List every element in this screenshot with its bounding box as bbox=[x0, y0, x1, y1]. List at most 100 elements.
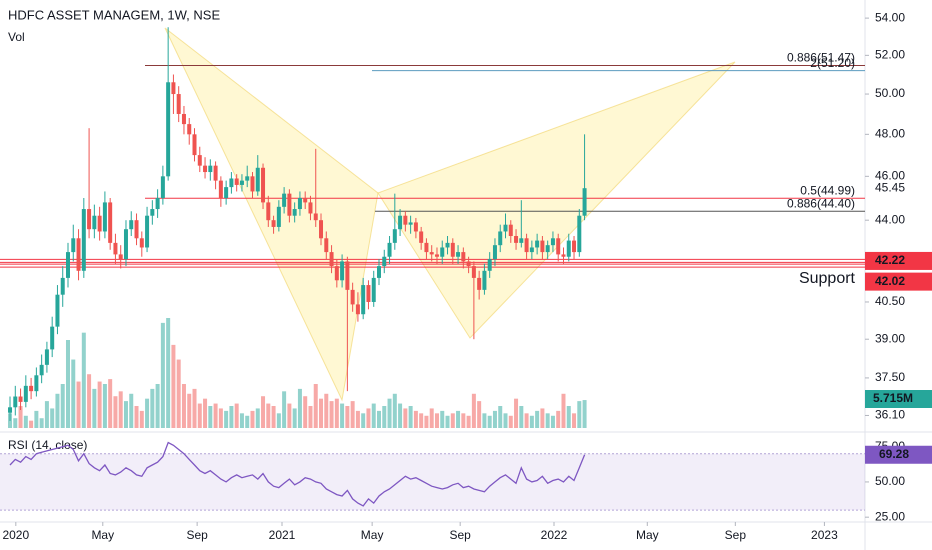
candle-body bbox=[550, 238, 555, 246]
volume-bar bbox=[334, 398, 339, 428]
candle-body bbox=[224, 187, 229, 199]
volume-bar bbox=[118, 391, 123, 428]
candle-body bbox=[181, 113, 186, 125]
candle-body bbox=[355, 304, 360, 315]
candle-body bbox=[229, 178, 234, 188]
candle-body bbox=[13, 396, 18, 408]
volume-bar bbox=[376, 410, 381, 428]
candle-body bbox=[150, 209, 155, 216]
volume-bar bbox=[366, 408, 371, 428]
volume-bar bbox=[123, 401, 128, 428]
price-box-label: 42.02 bbox=[875, 274, 905, 288]
candle-body bbox=[29, 385, 34, 392]
candle-body bbox=[203, 165, 208, 173]
volume-bar bbox=[471, 393, 476, 428]
volume-bar bbox=[213, 403, 218, 428]
candle-body bbox=[529, 247, 534, 253]
candle-body bbox=[482, 270, 487, 290]
y-tick-label: 50.00 bbox=[875, 86, 905, 100]
candle-body bbox=[498, 231, 503, 246]
candle-body bbox=[292, 209, 297, 216]
candle-body bbox=[445, 242, 450, 248]
x-tick-label: Sep bbox=[449, 528, 471, 542]
candle-body bbox=[155, 198, 160, 210]
x-tick-label: Sep bbox=[186, 528, 208, 542]
volume-bar bbox=[129, 393, 134, 428]
candle-body bbox=[266, 202, 271, 221]
candle-body bbox=[535, 240, 540, 248]
candle-body bbox=[139, 238, 144, 248]
volume-bar bbox=[514, 398, 519, 428]
rsi-band bbox=[0, 453, 865, 511]
y-tick-label: 37.50 bbox=[875, 370, 905, 384]
volume-bar bbox=[160, 322, 165, 428]
candle-body bbox=[582, 188, 587, 216]
candle-body bbox=[419, 231, 424, 243]
volume-bar bbox=[577, 401, 582, 428]
volume-bar bbox=[271, 406, 276, 428]
candle-body bbox=[440, 247, 445, 257]
volume-title: Vol bbox=[8, 30, 25, 44]
candle-body bbox=[303, 198, 308, 203]
volume-bar bbox=[424, 415, 429, 428]
volume-bar bbox=[556, 410, 561, 428]
candle-body bbox=[187, 124, 192, 135]
volume-bar bbox=[166, 318, 171, 428]
volume-bar bbox=[134, 406, 139, 428]
volume-bar bbox=[482, 413, 487, 428]
volume-bar bbox=[387, 398, 392, 428]
volume-bar bbox=[197, 403, 202, 428]
candle-body bbox=[197, 155, 202, 166]
candle-body bbox=[250, 176, 255, 192]
volume-bar bbox=[477, 401, 482, 428]
volume-bar bbox=[266, 403, 271, 428]
volume-bar bbox=[255, 408, 260, 428]
volume-bar bbox=[492, 410, 497, 428]
volume-bar bbox=[308, 406, 313, 428]
candle-body bbox=[492, 245, 497, 260]
candle-body bbox=[392, 229, 397, 243]
candle-body bbox=[192, 134, 197, 156]
y-tick-label: 54.00 bbox=[875, 10, 905, 24]
support-label: Support bbox=[799, 270, 856, 287]
candle-body bbox=[577, 215, 582, 253]
volume-bar bbox=[413, 410, 418, 428]
volume-bar bbox=[13, 418, 18, 428]
volume-bar bbox=[582, 400, 587, 428]
volume-bar bbox=[239, 413, 244, 428]
volume-bar bbox=[434, 413, 439, 428]
volume-bar bbox=[355, 410, 360, 428]
candle-body bbox=[34, 375, 39, 392]
y-tick-label: 39.00 bbox=[875, 331, 905, 345]
volume-bar bbox=[87, 374, 92, 428]
y-tick-label: 36.10 bbox=[875, 408, 905, 422]
x-tick-label: 2022 bbox=[541, 528, 568, 542]
volume-bar bbox=[572, 413, 577, 428]
pattern-bcd bbox=[377, 61, 736, 339]
volume-box bbox=[865, 390, 932, 408]
x-tick-label: May bbox=[636, 528, 659, 542]
candle-body bbox=[234, 178, 239, 185]
volume-bar bbox=[113, 396, 118, 428]
candle-body bbox=[508, 224, 513, 237]
level-label: 0.5(44.99) bbox=[800, 183, 855, 197]
candle-body bbox=[118, 254, 123, 260]
volume-bar bbox=[92, 388, 97, 428]
candle-body bbox=[434, 254, 439, 257]
candle-body bbox=[524, 238, 529, 253]
candle-body bbox=[239, 180, 244, 185]
volume-bar bbox=[445, 415, 450, 428]
volume-bar bbox=[29, 420, 34, 428]
candle-body bbox=[44, 349, 49, 365]
candle-body bbox=[297, 198, 302, 210]
volume-bar bbox=[319, 398, 324, 428]
candle-body bbox=[466, 261, 471, 267]
x-tick-label: May bbox=[91, 528, 114, 542]
rsi-tick-label: 50.00 bbox=[875, 474, 905, 488]
candle-body bbox=[166, 82, 171, 177]
candle-body bbox=[382, 256, 387, 267]
candle-body bbox=[324, 238, 329, 253]
candle-body bbox=[8, 407, 13, 413]
volume-bar bbox=[508, 415, 513, 428]
